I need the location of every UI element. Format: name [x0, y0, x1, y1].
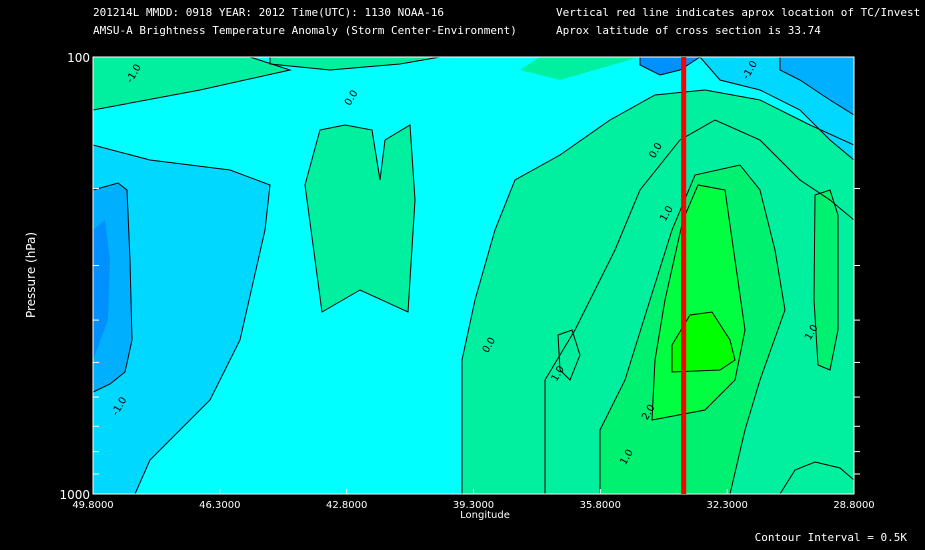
header-line-1: 201214L MMDD: 0918 YEAR: 2012 Time(UTC):… — [93, 6, 444, 19]
x-tick-label-6: 28.8000 — [833, 500, 874, 511]
x-axis: 49.8000 46.3000 42.8000 39.3000 35.8000 32.30… — [72, 489, 875, 511]
header-line-4: Aprox latitude of cross section is 33.74 — [556, 24, 821, 37]
x-tick-label-2: 42.8000 — [326, 500, 367, 511]
x-tick-label-0: 49.8000 — [72, 500, 113, 511]
contour-right-2 — [671, 311, 736, 373]
contour-right-05 — [544, 119, 854, 494]
band-right-pos25 — [672, 312, 735, 372]
contour-top-center — [269, 57, 441, 71]
band-top-center-pos05 — [270, 57, 440, 70]
contour-bottom-right — [779, 461, 854, 494]
y-tick-label-0: 100 — [67, 51, 90, 65]
x-tick-label-3: 39.3000 — [453, 500, 494, 511]
contour-fills — [93, 57, 854, 494]
x-axis-label: Longitude — [460, 510, 510, 521]
contour-far-right — [813, 189, 839, 371]
band-top-right-neg1 — [780, 57, 854, 115]
header-line-3: Vertical red line indicates aprox locati… — [556, 6, 921, 19]
x-tick-label-1: 46.3000 — [199, 500, 240, 511]
band-center-blob-pos05 — [305, 125, 415, 312]
y-tick-label-1: 1000 — [59, 488, 90, 502]
contour-lines — [93, 57, 854, 494]
contour-interval-note: Contour Interval = 0.5K — [754, 531, 907, 544]
band-left-neg15 — [93, 220, 110, 360]
band-top-left-pos05 — [93, 57, 290, 110]
contour-left-0 — [93, 144, 271, 494]
x-tick-label-4: 35.8000 — [580, 500, 621, 511]
x-tick-label-5: 32.3000 — [706, 500, 747, 511]
contour-top-right-neg1 — [779, 57, 854, 116]
band-top-right-pos05 — [520, 57, 640, 80]
contour-right-0 — [461, 89, 854, 494]
contour-top-right-neg — [699, 57, 854, 161]
contour-left-neg1 — [93, 182, 133, 393]
contour-center-blob — [304, 124, 416, 313]
band-far-right-pos15 — [814, 190, 838, 370]
contour-top-right-neg15 — [639, 57, 701, 76]
contour-small-loop — [557, 329, 581, 381]
contour-right-1 — [599, 164, 786, 494]
band-bottom-right-pos05 — [780, 462, 854, 494]
band-left-neg05 — [93, 145, 270, 494]
header-line-2: AMSU-A Brightness Temperature Anomaly (S… — [93, 24, 517, 37]
contour-right-15 — [651, 184, 746, 421]
y-axis: 100 1000 — [59, 51, 860, 502]
